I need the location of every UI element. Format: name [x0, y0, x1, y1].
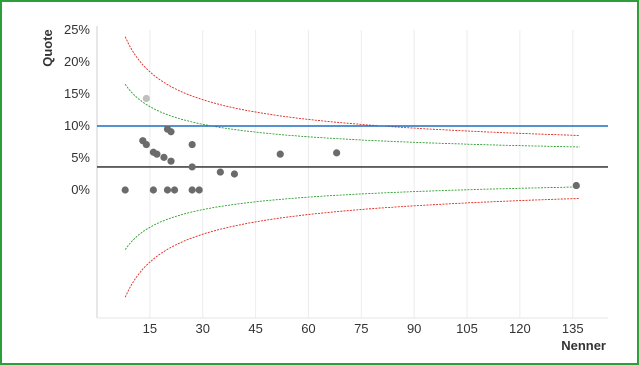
- funnel-upper-limit: [124, 36, 580, 136]
- y-axis-label: Quote: [40, 29, 55, 67]
- y-tick-label: 25%: [64, 22, 90, 37]
- data-point: [167, 128, 175, 136]
- y-tick-label: 0%: [71, 182, 90, 197]
- y-tick-label: 5%: [71, 150, 90, 165]
- data-points: [121, 94, 580, 194]
- y-tick-label: 15%: [64, 86, 90, 101]
- funnel-upper-limit: [124, 84, 580, 148]
- data-point: [188, 140, 196, 149]
- y-tick-label: 20%: [64, 54, 90, 69]
- data-point: [188, 163, 196, 171]
- x-tick-label: 15: [143, 321, 157, 336]
- y-tick-label: 10%: [64, 118, 90, 133]
- x-tick-label: 75: [354, 321, 368, 336]
- x-tick-label: 105: [456, 321, 478, 336]
- data-point: [163, 186, 172, 194]
- x-tick-label: 135: [562, 321, 584, 336]
- grid: [149, 30, 574, 318]
- data-point: [333, 149, 341, 157]
- x-tick-label: 60: [301, 321, 315, 336]
- x-tick-label: 30: [195, 321, 209, 336]
- tick-labels: 15 30 45 60 75 90 105 120 135 0% 5% 10% 15% 20% 25%: [64, 22, 584, 336]
- funnel-limits: [124, 36, 580, 298]
- axes: [96, 26, 608, 319]
- data-point: [121, 186, 129, 194]
- data-point: [188, 186, 196, 194]
- funnel-lower-limit: [124, 197, 580, 298]
- data-point: [572, 181, 580, 190]
- x-tick-label: 45: [248, 321, 262, 336]
- data-point: [153, 150, 161, 158]
- x-tick-label: 120: [509, 321, 531, 336]
- highlighted-point: [142, 94, 150, 103]
- data-point: [216, 168, 224, 176]
- data-point: [160, 153, 168, 161]
- x-tick-label: 90: [407, 321, 421, 336]
- data-point: [142, 140, 150, 149]
- data-point: [170, 186, 179, 194]
- data-point: [230, 170, 239, 178]
- data-point: [195, 186, 203, 194]
- data-point: [149, 186, 157, 194]
- reference-lines: [97, 125, 608, 168]
- funnel-lower-limit: [124, 186, 580, 250]
- data-point: [276, 150, 284, 158]
- data-point: [167, 157, 175, 165]
- x-axis-label: Nenner: [561, 338, 606, 353]
